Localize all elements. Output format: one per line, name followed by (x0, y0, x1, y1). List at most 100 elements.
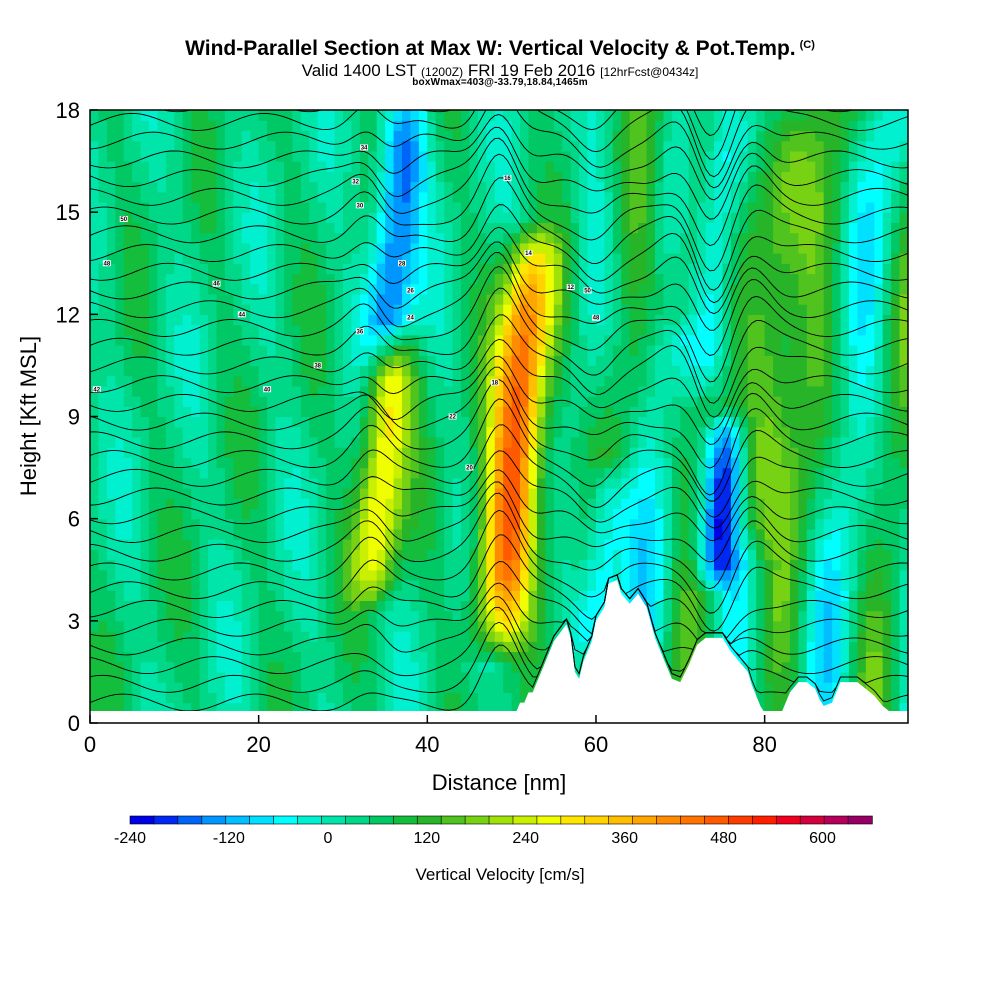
velocity-cell (157, 110, 167, 121)
velocity-cell (149, 477, 159, 489)
velocity-cell (157, 161, 167, 172)
velocity-cell (714, 539, 724, 550)
velocity-cell (789, 671, 799, 683)
velocity-cell (747, 590, 757, 601)
velocity-cell (773, 120, 783, 132)
velocity-cell (258, 314, 268, 326)
velocity-cell (781, 253, 791, 264)
velocity-cell (427, 631, 437, 642)
velocity-cell (359, 222, 369, 234)
velocity-cell (149, 334, 159, 346)
velocity-cell (477, 201, 487, 213)
velocity-cell (570, 232, 580, 244)
velocity-cell (208, 212, 218, 223)
velocity-cell (461, 620, 471, 632)
velocity-cell (123, 273, 133, 285)
velocity-cell (224, 396, 234, 407)
velocity-cell (553, 620, 563, 632)
velocity-cell (671, 661, 681, 673)
velocity-cell (756, 396, 766, 407)
velocity-cell (781, 641, 791, 653)
velocity-cell (528, 385, 538, 397)
velocity-cell (149, 620, 159, 632)
velocity-cell (275, 263, 285, 275)
velocity-cell (503, 150, 513, 162)
velocity-cell (208, 283, 218, 295)
velocity-cell (773, 283, 783, 295)
velocity-cell (267, 610, 277, 622)
velocity-cell (528, 528, 538, 540)
velocity-cell (174, 304, 184, 315)
velocity-cell (132, 396, 142, 407)
velocity-cell (359, 396, 369, 407)
velocity-cell (241, 110, 251, 121)
velocity-cell (317, 171, 327, 183)
velocity-cell (90, 273, 100, 285)
velocity-cell (385, 406, 395, 418)
velocity-cell (342, 222, 353, 234)
velocity-cell (250, 232, 260, 244)
velocity-cell (536, 416, 546, 428)
velocity-cell (629, 212, 639, 223)
velocity-cell (646, 222, 656, 234)
velocity-cell (241, 375, 251, 387)
velocity-cell (570, 569, 580, 581)
velocity-cell (149, 590, 159, 601)
velocity-cell (486, 222, 496, 234)
velocity-cell (106, 120, 116, 132)
velocity-cell (410, 130, 420, 142)
velocity-cell (267, 304, 277, 315)
velocity-cell (342, 477, 353, 489)
velocity-cell (250, 375, 260, 387)
velocity-cell (671, 253, 681, 264)
velocity-cell (579, 263, 589, 275)
velocity-cell (452, 355, 462, 367)
velocity-cell (452, 631, 462, 642)
velocity-cell (486, 457, 496, 469)
title-text: Wind-Parallel Section at Max W: Vertical… (185, 37, 796, 60)
velocity-cell (773, 253, 783, 264)
velocity-cell (182, 293, 192, 305)
velocity-cell (309, 641, 319, 653)
velocity-cell (435, 498, 445, 510)
velocity-cell (216, 150, 226, 162)
velocity-cell (595, 242, 606, 254)
velocity-cell (764, 559, 774, 571)
velocity-cell (520, 436, 530, 448)
velocity-cell (503, 406, 513, 418)
velocity-cell (174, 569, 184, 581)
velocity-cell (427, 110, 437, 121)
velocity-cell (115, 253, 125, 264)
velocity-cell (115, 334, 125, 346)
velocity-cell (191, 528, 201, 540)
velocity-cell (570, 314, 580, 326)
velocity-cell (334, 488, 344, 499)
velocity-cell (427, 692, 437, 704)
velocity-cell (393, 355, 403, 367)
velocity-cell (477, 488, 487, 499)
velocity-cell (705, 150, 715, 162)
velocity-cell (292, 610, 302, 622)
velocity-cell (739, 631, 749, 642)
velocity-cell (165, 191, 175, 203)
velocity-cell (444, 579, 454, 591)
velocity-cell (342, 600, 353, 612)
velocity-cell (503, 579, 513, 591)
velocity-cell (140, 620, 150, 632)
velocity-cell (579, 467, 589, 479)
velocity-cell (646, 488, 656, 499)
velocity-cell (663, 304, 673, 315)
velocity-cell (410, 344, 420, 356)
velocity-cell (427, 365, 437, 377)
velocity-cell (292, 293, 302, 305)
velocity-cell (342, 365, 353, 377)
velocity-cell (494, 201, 504, 213)
velocity-cell (494, 416, 504, 428)
velocity-cell (334, 232, 344, 244)
velocity-cell (376, 508, 386, 520)
velocity-cell (309, 692, 319, 704)
velocity-cell (595, 355, 606, 367)
velocity-cell (562, 610, 572, 622)
velocity-cell (553, 191, 563, 203)
velocity-cell (351, 579, 361, 591)
